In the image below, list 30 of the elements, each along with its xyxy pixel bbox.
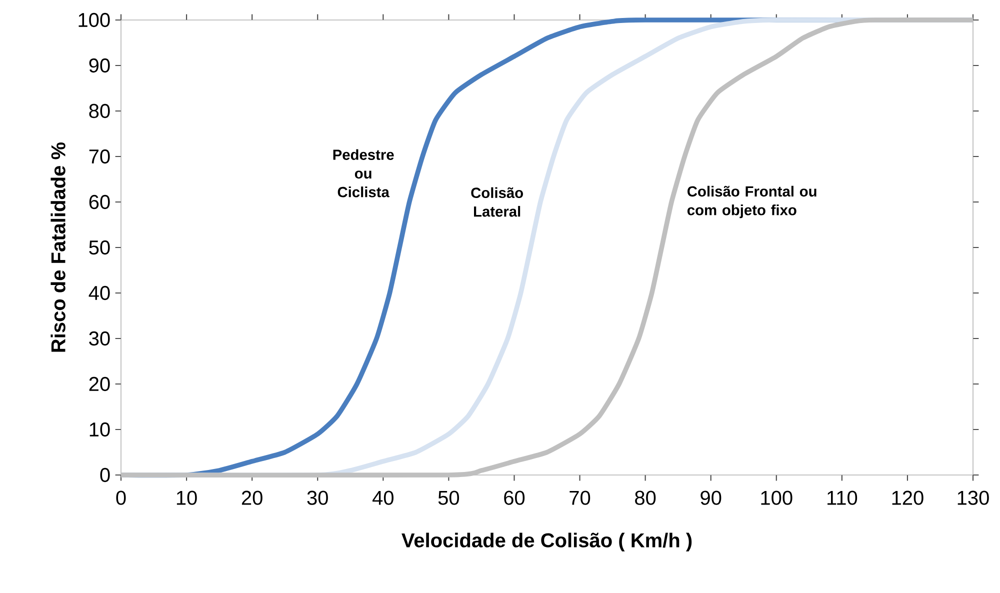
- x-tick-label: 90: [700, 490, 722, 505]
- x-tick-label: 40: [372, 490, 394, 505]
- series-label: Colisão Lateral: [471, 187, 523, 217]
- y-tick-label: 100: [78, 12, 110, 28]
- y-axis-title: Risco de Fatalidade %: [50, 142, 66, 352]
- x-tick-label: 10: [176, 490, 197, 505]
- x-tick-label: 120: [892, 490, 924, 505]
- y-tick-label: 50: [89, 240, 110, 255]
- y-tick-label: 40: [88, 286, 110, 300]
- series-label: Colisão Frontal ou com objeto fixo: [687, 186, 816, 218]
- x-axis-title: Velocidade de Colisão ( Km/h ): [402, 532, 692, 552]
- x-tick-label: 110: [828, 490, 858, 505]
- y-tick-label: 80: [89, 104, 110, 118]
- x-tick-label: 130: [958, 490, 989, 505]
- series-label: Pedestre ou Ciclista: [333, 149, 394, 198]
- y-tick-label: 90: [89, 58, 110, 73]
- x-tick-label: 80: [635, 490, 656, 505]
- x-tick-label: 60: [504, 490, 525, 505]
- y-tick-label: 10: [90, 422, 110, 437]
- y-tick-label: 60: [89, 194, 110, 210]
- x-tick-label: 30: [307, 490, 328, 505]
- y-tick-label: 20: [89, 376, 110, 392]
- x-tick-label: 20: [242, 490, 262, 505]
- x-tick-label: 100: [761, 490, 792, 505]
- y-tick-label: 30: [89, 331, 110, 346]
- x-tick-label: 50: [438, 490, 460, 505]
- y-tick-label: 70: [89, 149, 110, 164]
- y-tick-label: 0: [100, 468, 110, 482]
- x-tick-label: 70: [570, 490, 590, 505]
- x-tick-label: 0: [116, 490, 126, 505]
